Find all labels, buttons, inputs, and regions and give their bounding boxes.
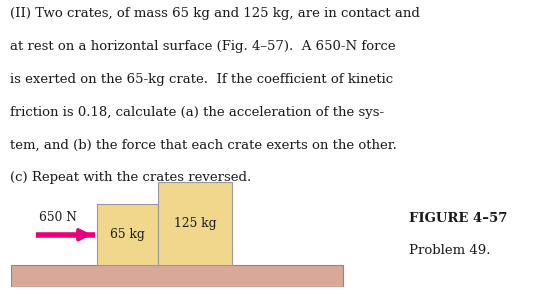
Text: friction is 0.18, calculate (a) the acceleration of the sys-: friction is 0.18, calculate (a) the acce… [10,106,384,119]
Text: (II) Two crates, of mass 65 kg and 125 kg, are in contact and: (II) Two crates, of mass 65 kg and 125 k… [10,7,420,20]
Text: 650 N: 650 N [39,211,76,224]
Bar [158,182,232,265]
Text: (c) Repeat with the crates reversed.: (c) Repeat with the crates reversed. [10,171,251,184]
Text: is exerted on the 65-kg crate.  If the coefficient of kinetic: is exerted on the 65-kg crate. If the co… [10,73,393,86]
Text: tem, and (b) the force that each crate exerts on the other.: tem, and (b) the force that each crate e… [10,138,397,151]
Text: 65 kg: 65 kg [110,228,144,241]
Bar [97,204,158,265]
Text: Problem 49.: Problem 49. [409,244,491,257]
Text: FIGURE 4–57: FIGURE 4–57 [409,213,508,225]
Bar [11,265,343,287]
Text: at rest on a horizontal surface (Fig. 4–57).  A 650-N force: at rest on a horizontal surface (Fig. 4–… [10,40,395,53]
Text: 125 kg: 125 kg [174,217,216,230]
